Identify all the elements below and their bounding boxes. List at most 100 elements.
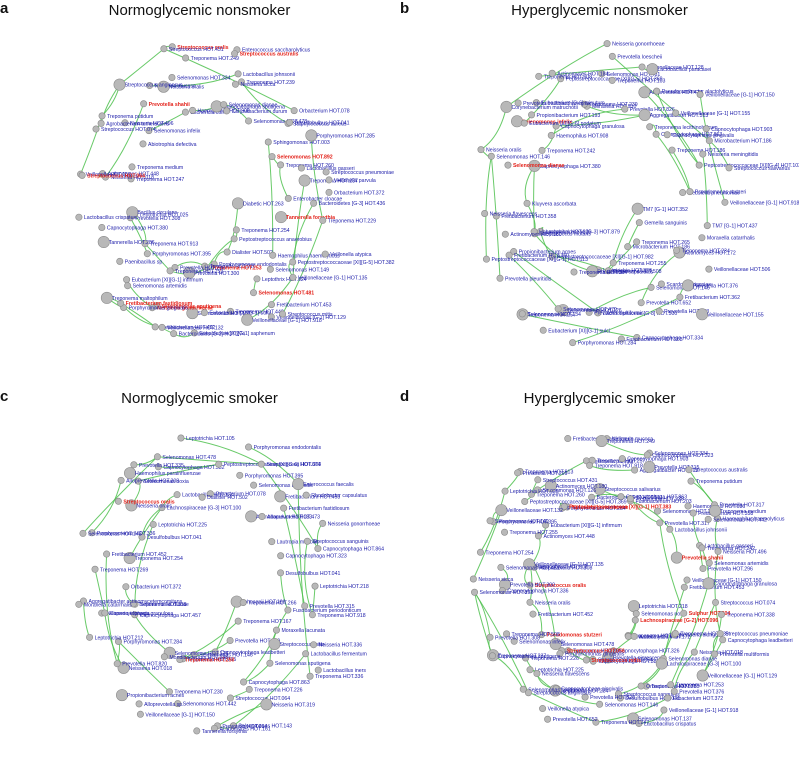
network-node: Fretibacterium HOT.452 [529,610,593,618]
network-node: Treponema HOT.260 [277,161,334,169]
network-node: Desulfobulbus HOT.041 [138,533,202,541]
network-node: Streptococcus HOT.431 [160,45,224,53]
node-label: Treponema HOT.230 [174,690,222,696]
node-label: Treponema HOT.255 [618,261,666,267]
node-circle [533,670,541,678]
edge [630,500,671,530]
node-label: Sulphur HOT.504 [689,611,731,617]
node-label: Neisseria mucosa [155,84,196,90]
network-node: Eubacterium [XI][G-1] sulci [200,309,271,317]
network-node: Moraxella catarrhalis [698,234,755,242]
network-node: Selenomonas HOT.146 [596,700,658,708]
node-circle [165,688,173,696]
node-circle [230,235,238,243]
network-node: Tannerella HOT.286 [97,236,155,249]
network-node: Selenomonas HOT.149 [486,517,549,525]
node-label: Selenomonas HOT.126 [568,308,622,314]
node-label: Abiotrophia defectiva [148,142,197,148]
node-label: Neisseria mucosa [612,437,653,443]
edge [534,233,593,272]
node-label: Peptostreptococcaceae [XI][G-5] HOT.369 [530,499,627,505]
node-circle [258,513,266,521]
node-label: Treponema HOT.237 [310,179,358,185]
network-node: Selenomonas HOT.442 [174,700,237,708]
network-node: Neisseria flavescens [481,210,538,218]
node-label: Prevotella HOT.315 [310,604,355,610]
node-circle [148,304,156,312]
node-label: Treponema HOT.255 [510,530,558,536]
node-circle [498,587,506,595]
network-node: Propionibacterium acnes [116,689,185,702]
network-node: Treponema HOT.254 [123,552,183,565]
node-circle [646,123,654,131]
node-circle [586,265,599,278]
node-circle [582,656,590,664]
node-label: Capnocytophaga leadbetteri [728,638,793,644]
node-label: Lactobacillus johnsonii [675,527,727,533]
edge [670,583,710,685]
node-label: Treponema HOT.918 [317,613,365,619]
network-node: Treponema HOT.253 [203,264,262,272]
node-label: Prevotella shahii [149,102,191,108]
node-circle [237,78,245,86]
network-node: Porphyromonas gingivalis [556,650,625,658]
panel-letter: d [400,388,410,405]
node-label: Selenomonas HOT.137 [638,717,692,723]
node-circle [501,528,509,536]
node-label: Eubacterium [XI][G-6] nodatum [529,121,601,127]
network-node: Prevotella pleuritidis [496,274,552,282]
node-label: Porphyromonas gingivalis [129,305,189,311]
node-label: Capnocytophaga HOT.903 [627,457,688,463]
node-circle [487,152,495,160]
node-circle [301,602,309,610]
network-node: Aggregatibacter HOT.513 [638,108,708,121]
network-node: Treponema HOT.336 [306,672,363,680]
node-label: Moraxella catarrhalis [707,236,755,242]
node-label: Treponema HOT.250 [573,649,621,655]
node-label: Peptostreptococcaceae [XI][G-1] HOT.383 [569,504,671,510]
node-label: Neisseria HOT.336 [319,643,363,649]
node-circle [569,339,577,347]
network-node: Treponema HOT.242 [698,544,755,552]
node-label: Selenomonas sputigena [161,304,221,310]
node-label: Selenomonas HOT.143 [238,724,292,730]
node-label: Porphyromonas gingivalis [565,652,625,658]
network-node: Actinobaculum HOT.183 [245,510,312,523]
node-label: Treponema HOT.508 [613,269,661,275]
node-circle [78,171,86,179]
network-node: Streptococcus australis [231,50,299,58]
node-circle [501,487,509,495]
node-circle [310,641,318,649]
network-node: TM7 [G-1] HOT.352 [631,202,688,215]
node-circle [266,659,274,667]
node-circle [655,657,668,670]
node-label: Selenomonas HOT.478 [254,119,308,125]
network-node: Prevotella shahii [670,551,724,564]
node-label: Treponema HOT.250 [185,657,235,663]
network-node: Treponema HOT.255 [501,528,558,536]
network-node: Neisseria oralis [526,598,571,606]
node-label: Neisseria sicca [240,82,275,88]
network-node: Treponema HOT.242 [538,146,595,154]
network-node: Streptococcus anginosus [113,78,183,91]
node-label: Treponema HOT.248 [633,634,681,640]
node-circle [528,490,536,498]
node-label: Treponema HOT.269 [100,567,148,573]
node-circle [117,299,125,307]
network-node: Veillonellaceae [G-1] HOT.150 [683,576,762,584]
edge [529,601,543,635]
node-label: Capnocytophaga HOT.863 [626,495,687,501]
node-circle [129,600,137,608]
network-node: Prevotella HOT.296 [699,565,753,573]
network-node: Rhodobacter capsulatus [586,265,654,278]
node-label: Neisseria HOT.496 [130,121,174,127]
node-circle [193,727,201,735]
node-label: Peptostreptococcaceae [XI][G-5] HOT.382 [298,260,395,266]
network-node: Alloprevotella HOT.308 [117,476,179,484]
node-circle [297,164,305,172]
node-label: Veillonellaceae [G-1] HOT.155 [681,111,751,117]
network-node: Aggregatibacter HOT.513 [631,466,698,474]
node-label: Neisseria oralis [535,600,571,606]
node-circle [670,551,683,564]
node-circle [210,260,218,268]
